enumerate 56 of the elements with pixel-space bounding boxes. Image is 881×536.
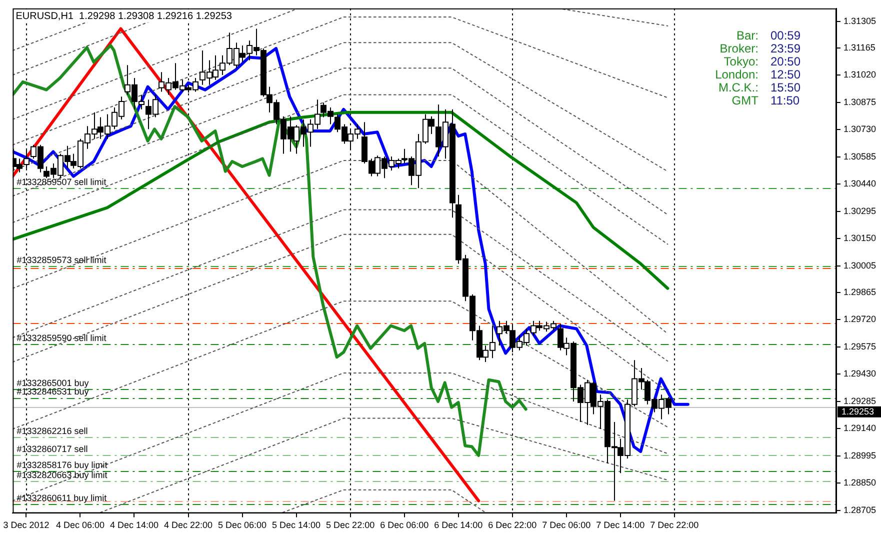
annotation: Tokyo:: [724, 54, 758, 69]
y-tick-label: 1.31020: [843, 70, 876, 80]
annotation: 00:59: [770, 28, 801, 43]
x-tick-label: 3 Dec 2012: [3, 520, 50, 530]
y-tick-label: 1.31165: [843, 42, 876, 52]
x-tick-label: 7 Dec 22:00: [650, 520, 699, 530]
ref-line-label: #1332865001 buy: [16, 378, 90, 388]
x-tick-label: 5 Dec 14:00: [272, 520, 321, 530]
ref-line-label: #1332846531 buy: [16, 386, 90, 397]
y-tick-label: 1.28850: [843, 478, 876, 488]
y-tick-label: 1.28995: [843, 450, 876, 460]
y-tick-label: 1.30585: [843, 151, 876, 162]
ref-line-label: #1332859590 sell limit: [16, 332, 107, 343]
annotation: London:: [715, 68, 758, 82]
chart-title: EURUSD,H1 1.29298 1.29308 1.29216 1.29253: [16, 11, 232, 22]
annotation: Bar:: [736, 28, 758, 43]
ref-line-label: #1332860611 buy limit: [16, 492, 108, 503]
annotation: 20:50: [770, 54, 801, 69]
y-tick-label: 1.30875: [843, 96, 876, 107]
ref-line-label: #1332859573 sell limit: [16, 254, 107, 265]
y-tick-label: 1.30440: [843, 178, 876, 189]
ref-line-label: #1332859507 sell limit: [16, 176, 107, 187]
y-tick-label: 1.30005: [843, 260, 876, 270]
y-tick-label: 1.31305: [843, 16, 876, 26]
y-tick-label: 1.29285: [843, 396, 876, 406]
ref-line-label: 1.29253: [841, 406, 874, 416]
x-tick-label: 6 Dec 14:00: [434, 520, 483, 530]
x-tick-label: 4 Dec 14:00: [110, 520, 159, 530]
x-tick-label: 6 Dec 22:00: [488, 520, 537, 530]
ref-line-label: #1332820663 buy limit: [16, 470, 108, 480]
x-tick-label: 4 Dec 06:00: [56, 520, 105, 530]
y-tick-label: 1.29575: [843, 341, 876, 352]
annotation: 12:50: [770, 68, 801, 82]
annotation: 23:59: [770, 42, 801, 56]
annotation: 15:50: [770, 80, 801, 95]
ref-line-label: #1332858176 buy limit: [16, 460, 108, 470]
ref-line-label: #1332862216 sell: [16, 426, 88, 436]
x-tick-label: 7 Dec 14:00: [596, 520, 645, 530]
y-tick-label: 1.29430: [843, 368, 876, 379]
x-tick-label: 6 Dec 06:00: [380, 520, 429, 530]
x-tick-label: 4 Dec 22:00: [164, 520, 213, 530]
y-tick-label: 1.30730: [843, 124, 876, 134]
ref-line-label: #1332860717 sell: [16, 444, 88, 454]
annotation: GMT: [732, 94, 760, 108]
annotation: M.C.K.:: [718, 80, 758, 95]
y-tick-label: 1.28705: [843, 504, 876, 515]
annotation: Broker:: [720, 42, 758, 56]
x-tick-label: 5 Dec 22:00: [326, 520, 375, 530]
y-tick-label: 1.29865: [843, 286, 876, 297]
y-tick-label: 1.30150: [843, 233, 876, 244]
y-tick-label: 1.30295: [843, 206, 876, 216]
y-tick-label: 1.29720: [843, 314, 876, 324]
annotation: 11:50: [770, 94, 800, 108]
y-tick-label: 1.29140: [843, 423, 876, 434]
x-tick-label: 5 Dec 06:00: [218, 520, 267, 530]
x-tick-label: 7 Dec 06:00: [542, 520, 591, 530]
